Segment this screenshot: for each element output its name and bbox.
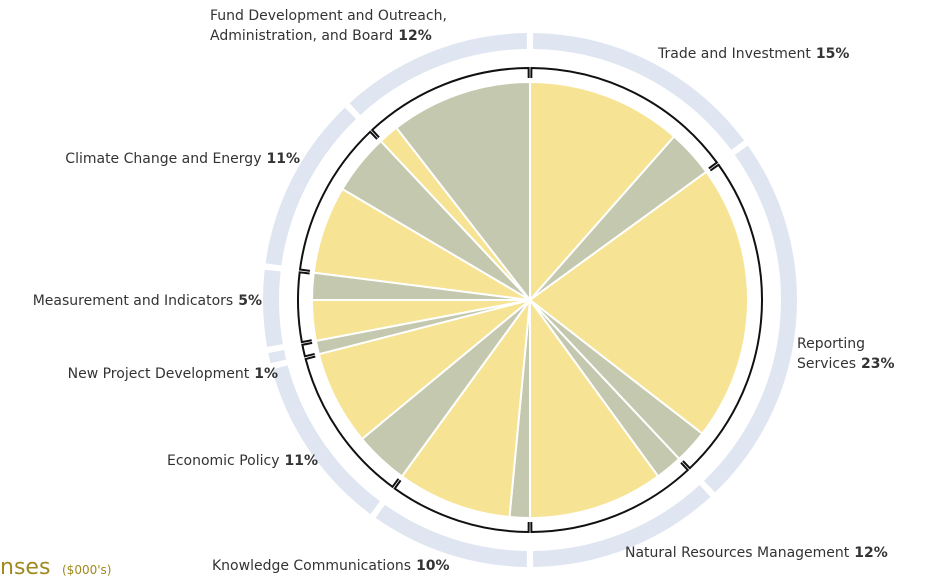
category-line: Administration, and Board bbox=[210, 28, 393, 44]
outer-ring bbox=[265, 107, 357, 266]
category-name: Natural Resources Management bbox=[625, 545, 850, 561]
value-label: 11% bbox=[284, 453, 318, 469]
category-name: Trade and Investment bbox=[657, 46, 811, 62]
bracket bbox=[530, 66, 719, 170]
bracket bbox=[370, 66, 530, 138]
value-label: 12% bbox=[854, 545, 888, 561]
outer-ring bbox=[533, 485, 711, 567]
category-name: Knowledge Communications bbox=[212, 558, 411, 574]
slice-label: Knowledge Communications 10% bbox=[212, 558, 450, 574]
slice-label: Measurement and Indicators 5% bbox=[33, 293, 262, 309]
bracket bbox=[530, 462, 690, 534]
slice-label: Climate Change and Energy 11% bbox=[65, 151, 300, 167]
category-name: Fund Development and Outreach, Administra… bbox=[210, 8, 447, 44]
value-label: 1% bbox=[254, 366, 278, 382]
category-line: New Project Development bbox=[68, 366, 250, 382]
category-line: Measurement and Indicators bbox=[33, 293, 234, 309]
footer-title: nses bbox=[0, 555, 50, 580]
category-line: Services bbox=[797, 356, 856, 372]
value-label: 23% bbox=[861, 356, 895, 372]
bracket bbox=[298, 130, 378, 272]
category-line: Natural Resources Management bbox=[625, 545, 850, 561]
outer-ring bbox=[704, 145, 797, 493]
category-line: Fund Development and Outreach, bbox=[210, 8, 447, 24]
outer-ring bbox=[263, 269, 283, 347]
category-name: Economic Policy bbox=[167, 453, 280, 469]
outer-ring bbox=[268, 349, 287, 364]
outer-ring bbox=[272, 365, 381, 515]
outer-ring bbox=[533, 33, 745, 151]
pie-slice bbox=[528, 170, 749, 436]
outer-ring bbox=[375, 504, 528, 567]
slice-label: Fund Development and Outreach, Administra… bbox=[210, 8, 447, 44]
category-line: Knowledge Communications bbox=[212, 558, 411, 574]
category-line: Climate Change and Energy bbox=[65, 151, 261, 167]
category-name: Reporting Services bbox=[797, 336, 865, 372]
bracket bbox=[393, 479, 530, 534]
value-label: 15% bbox=[816, 46, 850, 62]
pie-slice bbox=[529, 80, 676, 303]
pie-slice bbox=[394, 80, 531, 303]
outer-ring bbox=[349, 33, 527, 115]
category-name: Measurement and Indicators bbox=[33, 293, 234, 309]
value-label: 11% bbox=[266, 151, 300, 167]
slice-label: Trade and Investment 15% bbox=[657, 46, 849, 62]
slice-label: Natural Resources Management 12% bbox=[625, 545, 888, 561]
footer-unit: ($000's) bbox=[62, 563, 111, 577]
pie-slice bbox=[400, 296, 532, 519]
bracket bbox=[304, 355, 400, 489]
slice-label: New Project Development 1% bbox=[68, 366, 278, 382]
pie-slice bbox=[529, 296, 660, 520]
category-line: Economic Policy bbox=[167, 453, 280, 469]
category-name: New Project Development bbox=[68, 366, 250, 382]
value-label: 10% bbox=[416, 558, 450, 574]
value-label: 12% bbox=[398, 28, 432, 44]
slice-label: Economic Policy 11% bbox=[167, 453, 318, 469]
category-name: Climate Change and Energy bbox=[65, 151, 261, 167]
bracket bbox=[682, 163, 763, 470]
slice-label: Reporting Services 23% bbox=[797, 336, 895, 372]
category-line: Trade and Investment bbox=[657, 46, 811, 62]
value-label: 5% bbox=[238, 293, 262, 309]
bracket bbox=[301, 341, 315, 358]
bracket bbox=[297, 271, 312, 344]
category-line: Reporting bbox=[797, 336, 865, 352]
